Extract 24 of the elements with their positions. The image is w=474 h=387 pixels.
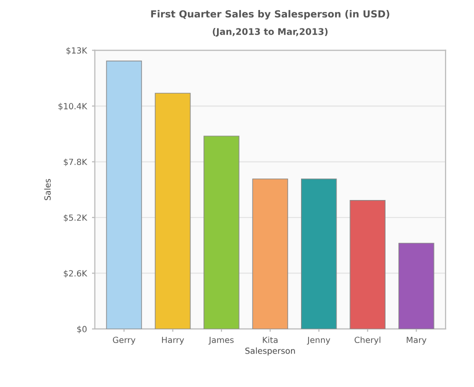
x-tick-label: Harry (162, 336, 184, 345)
bar (301, 178, 337, 329)
x-axis-title: Salesperson (245, 347, 295, 356)
bar (252, 178, 288, 329)
bar (204, 136, 240, 329)
chart-title: First Quarter Sales by Salesperson (in USD) (151, 10, 390, 20)
x-tick-label: Cheryl (354, 336, 380, 345)
x-tick-label: Mary (406, 336, 426, 345)
y-tick-label: $5.2K (64, 214, 88, 222)
x-tick-label: Gerry (112, 336, 136, 345)
bar (398, 242, 434, 329)
chart-subtitle: (Jan,2013 to Mar,2013) (212, 28, 328, 37)
bar (350, 200, 386, 329)
y-tick-label: $2.6K (64, 270, 88, 278)
y-axis-title: Sales (44, 178, 51, 200)
x-tick-label: Jenny (306, 336, 330, 345)
y-tick-label: $13K (66, 47, 88, 55)
y-tick-label: $7.8K (64, 158, 88, 166)
bar (106, 60, 142, 329)
bar (154, 92, 191, 329)
x-tick-label: James (208, 336, 234, 345)
y-tick-label: $0 (77, 326, 87, 334)
y-tick-label: $10.4K (58, 102, 88, 110)
x-tick-label: Kita (262, 336, 278, 344)
